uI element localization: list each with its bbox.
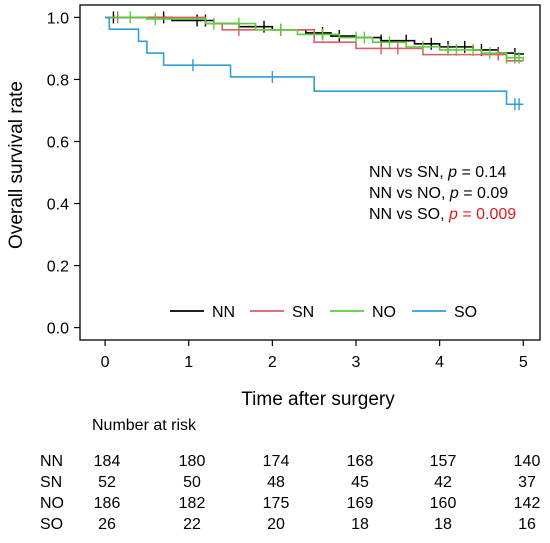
y-tick-label: 0.6 — [47, 134, 69, 151]
y-axis-label: Overall survival rate — [6, 81, 27, 249]
x-tick-label: 2 — [268, 354, 277, 371]
legend: NN SN NO SO — [170, 304, 477, 321]
series-no — [105, 11, 525, 64]
x-tick-label: 4 — [435, 354, 444, 371]
risk-count: 142 — [514, 495, 541, 512]
risk-count: 52 — [98, 474, 116, 491]
risk-row-label: NO — [40, 495, 64, 512]
risk-count: 168 — [347, 453, 374, 470]
legend-label: NO — [372, 304, 396, 321]
risk-table-title: Number at risk — [92, 417, 197, 434]
risk-count: 26 — [98, 516, 116, 533]
legend-label: SN — [292, 304, 314, 321]
risk-count: 20 — [267, 516, 285, 533]
risk-count: 22 — [183, 516, 201, 533]
risk-count: 184 — [94, 453, 121, 470]
risk-count: 18 — [351, 516, 369, 533]
risk-count: 175 — [263, 495, 290, 512]
risk-count: 160 — [430, 495, 457, 512]
p-value-annotation: NN vs NO, p = 0.09 — [369, 185, 508, 202]
legend-label: NN — [212, 304, 235, 321]
risk-row-label: NN — [40, 453, 63, 470]
risk-count: 48 — [267, 474, 285, 491]
series-layer — [105, 11, 525, 111]
x-tick-label: 5 — [519, 354, 528, 371]
plot-frame — [79, 4, 541, 341]
x-tick-label: 3 — [352, 354, 361, 371]
risk-count: 140 — [514, 453, 541, 470]
risk-count: 42 — [434, 474, 452, 491]
series-line — [105, 16, 524, 62]
y-tick-label: 1.0 — [47, 10, 69, 27]
p-value-annotation: NN vs SN, p = 0.14 — [369, 164, 507, 181]
risk-count: 157 — [430, 453, 457, 470]
series-so — [105, 16, 524, 111]
risk-table: NN 184 180 174 168 157 140 SN 52 50 48 45 42 37 NO 186 1… — [40, 453, 540, 533]
x-tick-label: 1 — [184, 354, 193, 371]
risk-count: 45 — [351, 474, 369, 491]
risk-row-label: SO — [40, 516, 63, 533]
risk-count: 186 — [94, 495, 121, 512]
x-axis: 0 1 2 3 4 5 — [101, 340, 528, 371]
y-tick-label: 0.2 — [47, 259, 69, 276]
series-line — [105, 16, 524, 106]
risk-count: 174 — [263, 453, 290, 470]
x-tick-label: 0 — [101, 354, 110, 371]
y-tick-label: 0.4 — [47, 197, 69, 214]
risk-count: 182 — [179, 495, 206, 512]
y-tick-label: 0.0 — [47, 321, 69, 338]
y-axis: 0.0 0.2 0.4 0.6 0.8 1.0 — [47, 10, 80, 338]
x-axis-label: Time after surgery — [241, 389, 395, 410]
risk-row-label: SN — [40, 474, 62, 491]
risk-count: 37 — [518, 474, 536, 491]
y-tick-label: 0.8 — [47, 72, 69, 89]
risk-count: 169 — [347, 495, 374, 512]
p-value-annotation: NN vs SO, p = 0.009 — [369, 206, 516, 223]
risk-count: 18 — [434, 516, 452, 533]
risk-count: 50 — [183, 474, 201, 491]
risk-count: 16 — [518, 516, 536, 533]
legend-label: SO — [454, 304, 477, 321]
p-value-annotations: NN vs SN, p = 0.14 NN vs NO, p = 0.09 NN v… — [369, 164, 516, 223]
risk-count: 180 — [179, 453, 206, 470]
